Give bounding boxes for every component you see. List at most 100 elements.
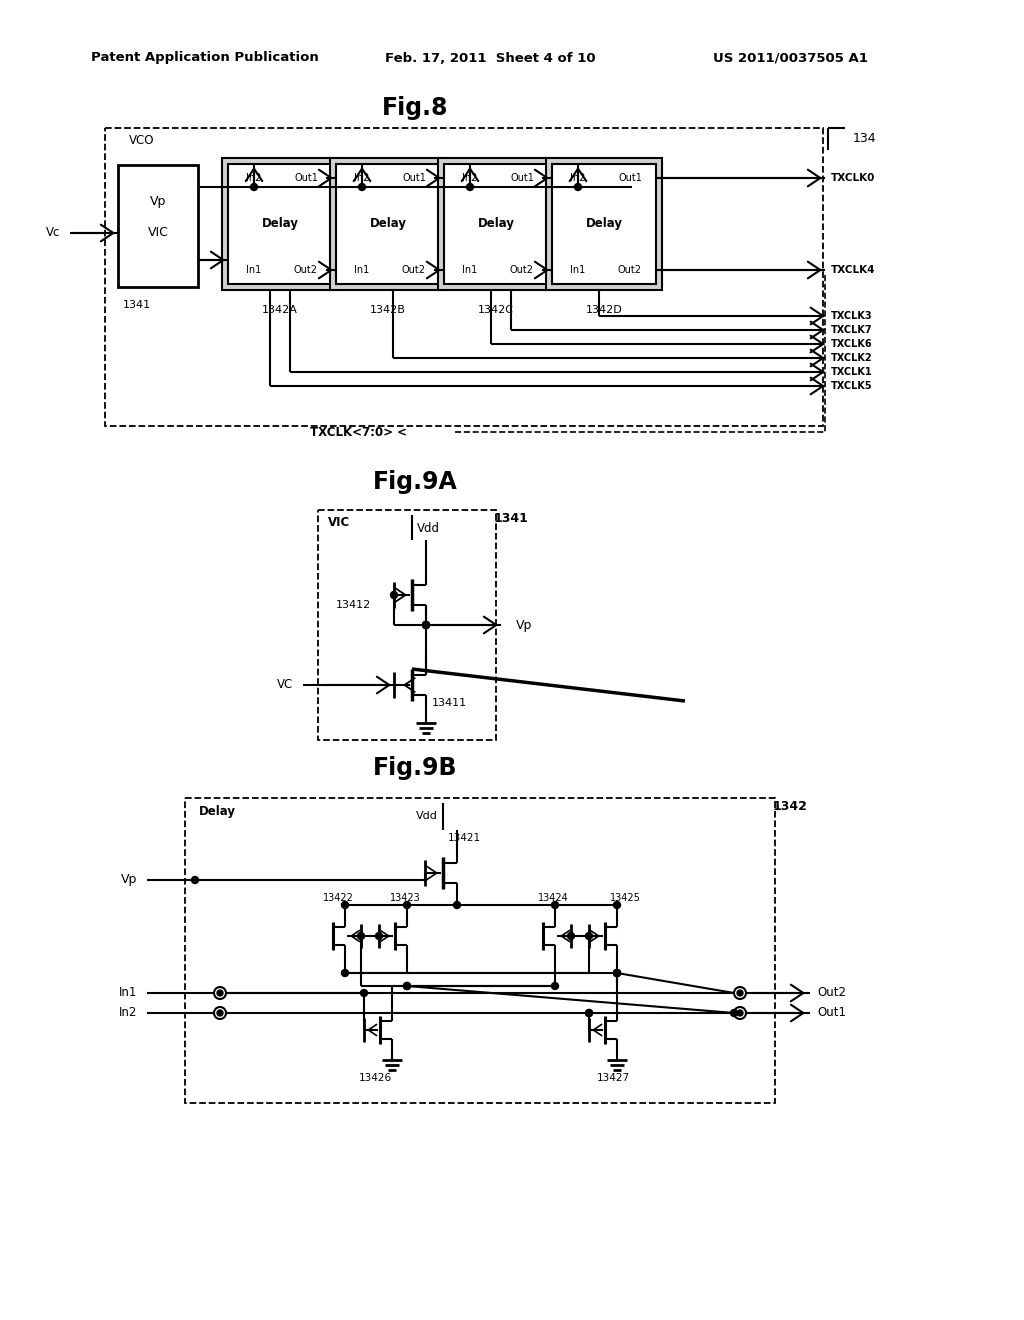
Text: Out1: Out1 [618,173,642,183]
Text: In1: In1 [354,265,370,275]
Text: Delay: Delay [586,218,623,231]
Text: 13424: 13424 [538,894,568,903]
Circle shape [737,1010,743,1016]
Circle shape [341,969,348,977]
Text: Vp: Vp [150,194,166,207]
Circle shape [613,902,621,908]
Circle shape [552,902,558,908]
Text: Out1: Out1 [294,173,317,183]
Text: Out1: Out1 [510,173,534,183]
Bar [330,158,446,290]
Text: In1: In1 [463,265,477,275]
Circle shape [586,1010,593,1016]
Text: Delay: Delay [199,804,236,817]
Circle shape [403,982,411,990]
Circle shape [737,990,743,997]
Bar [546,158,662,290]
Text: TXCLK4: TXCLK4 [831,265,876,275]
Circle shape [423,622,429,628]
Text: VCO: VCO [129,135,155,148]
Bar [318,510,496,741]
Circle shape [423,622,429,628]
Circle shape [357,932,365,940]
Text: VC: VC [276,678,293,692]
Circle shape [214,987,226,999]
Text: In2: In2 [247,173,262,183]
Circle shape [734,1007,746,1019]
Text: In2: In2 [570,173,586,183]
Text: Delay: Delay [261,218,299,231]
Text: US 2011/0037505 A1: US 2011/0037505 A1 [713,51,867,65]
Text: Patent Application Publication: Patent Application Publication [91,51,318,65]
Bar [228,164,332,284]
Bar [438,158,554,290]
Bar [222,158,338,290]
Text: VIC: VIC [328,516,350,528]
Circle shape [730,1010,737,1016]
Text: Out2: Out2 [510,265,534,275]
Bar [118,165,198,286]
Text: Fig.9B: Fig.9B [373,756,458,780]
Bar [336,164,440,284]
Text: Fig.9A: Fig.9A [373,470,458,494]
Bar [185,799,775,1104]
Circle shape [403,902,411,908]
Text: In1: In1 [119,986,137,999]
Text: Vdd: Vdd [416,810,438,821]
Circle shape [217,990,223,997]
Text: Feb. 17, 2011  Sheet 4 of 10: Feb. 17, 2011 Sheet 4 of 10 [385,51,595,65]
Text: Fig.8: Fig.8 [382,96,449,120]
Text: In2: In2 [119,1006,137,1019]
Text: 13422: 13422 [323,894,354,903]
Text: 1341: 1341 [494,511,528,524]
Text: Vc: Vc [46,227,60,239]
Text: TXCLK6: TXCLK6 [831,339,872,348]
Text: 1342D: 1342D [586,305,623,315]
Bar [444,164,548,284]
Text: In1: In1 [247,265,261,275]
Circle shape [467,183,473,190]
Bar [105,128,823,426]
Circle shape [586,932,593,940]
Circle shape [217,1010,223,1016]
Text: Out1: Out1 [402,173,426,183]
Text: TXCLK1: TXCLK1 [831,367,872,378]
Text: Vp: Vp [121,874,137,887]
Text: Out1: Out1 [817,1006,846,1019]
Circle shape [454,902,461,908]
Circle shape [341,902,348,908]
Circle shape [251,183,257,190]
Text: In2: In2 [354,173,370,183]
Circle shape [552,982,558,990]
Text: 13423: 13423 [390,894,421,903]
Text: 1342C: 1342C [478,305,514,315]
Text: TXCLK2: TXCLK2 [831,352,872,363]
Text: In1: In1 [570,265,586,275]
Text: Out2: Out2 [817,986,846,999]
Text: 13426: 13426 [358,1073,391,1082]
Circle shape [574,183,582,190]
Circle shape [376,932,383,940]
Text: 134: 134 [853,132,877,144]
Text: 1342A: 1342A [262,305,298,315]
Text: 1341: 1341 [123,300,152,310]
Text: 13412: 13412 [336,601,372,610]
Circle shape [358,183,366,190]
Circle shape [613,969,621,977]
Text: Out2: Out2 [294,265,318,275]
Circle shape [390,591,397,598]
Circle shape [586,1010,593,1016]
Text: Out2: Out2 [618,265,642,275]
Text: TXCLK<7:0> <: TXCLK<7:0> < [310,425,407,438]
Circle shape [191,876,199,883]
Circle shape [403,982,411,990]
Circle shape [734,987,746,999]
Text: Vdd: Vdd [417,521,440,535]
Text: TXCLK0: TXCLK0 [831,173,876,183]
Text: VIC: VIC [147,227,168,239]
Circle shape [567,932,574,940]
Text: 13421: 13421 [449,833,481,843]
Text: 1342: 1342 [772,800,808,813]
Text: Delay: Delay [370,218,407,231]
Text: 13425: 13425 [610,894,641,903]
